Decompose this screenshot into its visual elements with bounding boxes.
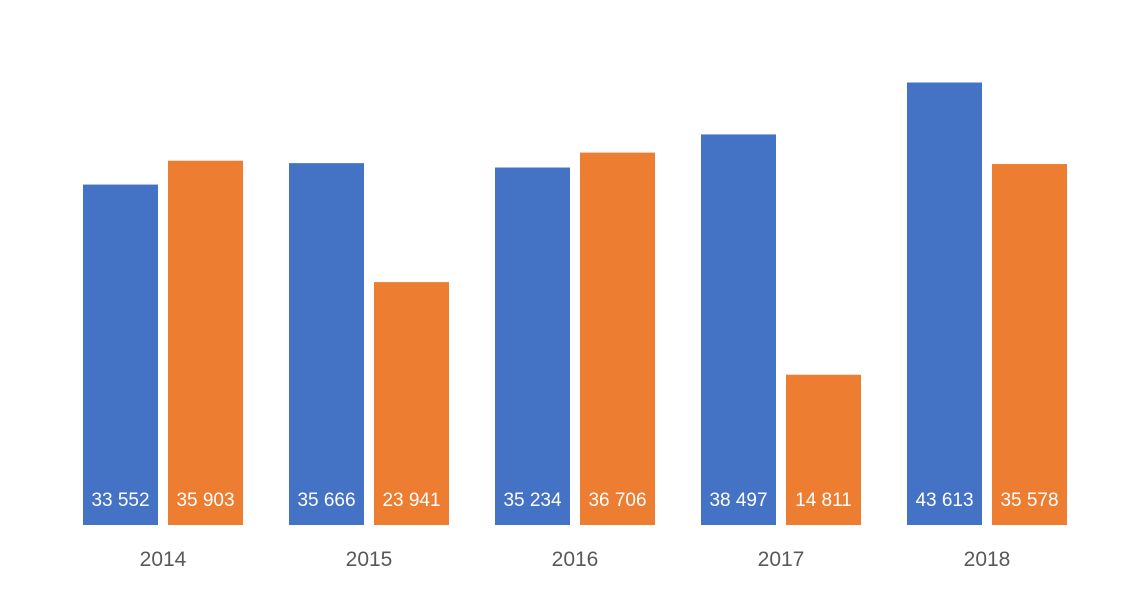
bar-2016-series-2 [580,152,655,525]
x-tick-label-2014: 2014 [140,548,187,571]
data-label-2015-series-1: 35 666 [297,490,355,511]
data-label-2017-series-1: 38 497 [709,490,767,511]
data-label-2017-series-2: 14 811 [795,490,852,511]
x-tick-label-2018: 2018 [964,548,1011,571]
data-label-2018-series-2: 35 578 [1000,490,1058,511]
data-label-2015-series-2: 23 941 [382,490,440,511]
data-label-2016-series-1: 35 234 [503,490,562,511]
bar-2015-series-2 [374,282,449,525]
data-label-2014-series-1: 33 552 [91,490,149,511]
data-labels-layer: 33 552 35 903 35 666 23 941 35 234 36 706 38 4… [91,490,1058,511]
bar-2017-series-1 [701,134,776,526]
bar-2017-series-2 [786,374,861,525]
bar-2018-series-1 [907,82,982,526]
x-tick-label-2017: 2017 [758,548,805,571]
data-label-2014-series-2: 35 903 [176,490,234,511]
x-tick-label-2015: 2015 [346,548,393,571]
bar-2016-series-1 [495,167,570,525]
bar-2014-series-2 [168,160,243,526]
bars-layer [83,82,1067,526]
data-label-2016-series-2: 36 706 [588,490,646,511]
x-tick-label-2016: 2016 [552,548,599,571]
bar-2014-series-1 [83,184,158,525]
bar-2015-series-1 [289,163,364,525]
data-label-2018-series-1: 43 613 [915,490,973,511]
bar-2018-series-2 [992,164,1067,525]
x-axis-tick-labels: 2014 2015 2016 2017 2018 [140,548,1011,571]
